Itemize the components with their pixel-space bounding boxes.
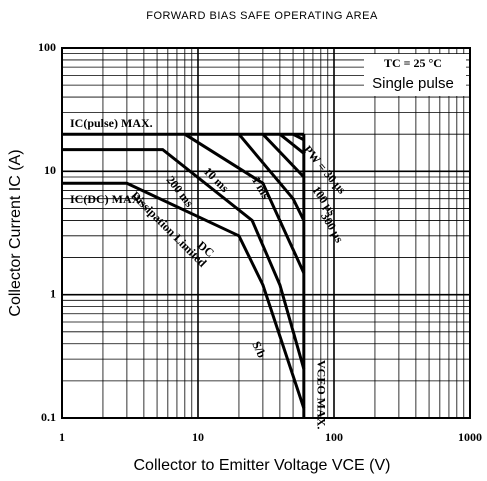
line-label: S/b xyxy=(249,339,269,360)
y-tick-label: 10 xyxy=(44,163,56,177)
series-line xyxy=(261,133,305,179)
plot-frame xyxy=(61,47,471,419)
series-label: 300 µs xyxy=(318,210,347,246)
series-label: IC(DC) MAX. xyxy=(70,192,143,206)
annotation: TC = 25 °C xyxy=(384,56,442,70)
x-tick-label: 1000 xyxy=(458,430,482,444)
series-label: IC(pulse) MAX. xyxy=(70,116,153,130)
series-line xyxy=(292,132,305,142)
annotation-box xyxy=(364,54,466,96)
series-line xyxy=(278,133,305,155)
series-line xyxy=(184,132,306,274)
series-line xyxy=(237,133,306,222)
x-tick-label: 100 xyxy=(325,430,343,444)
y-tick-label: 0.1 xyxy=(41,410,56,424)
series-line xyxy=(62,148,306,370)
x-axis-label: Collector to Emitter Voltage VCE (V) xyxy=(134,457,391,474)
x-tick-label: 1 xyxy=(59,430,65,444)
y-axis-label: Collector Current IC (A) xyxy=(7,149,24,316)
series-line xyxy=(62,181,306,409)
annotation: Single pulse xyxy=(372,75,454,92)
chart-title: FORWARD BIAS SAFE OPERATING AREA xyxy=(146,10,378,22)
y-tick-label: 100 xyxy=(38,40,56,54)
y-tick-label: 1 xyxy=(50,286,56,300)
x-tick-label: 10 xyxy=(192,430,204,444)
series-label: VCEO MAX. xyxy=(314,360,328,429)
